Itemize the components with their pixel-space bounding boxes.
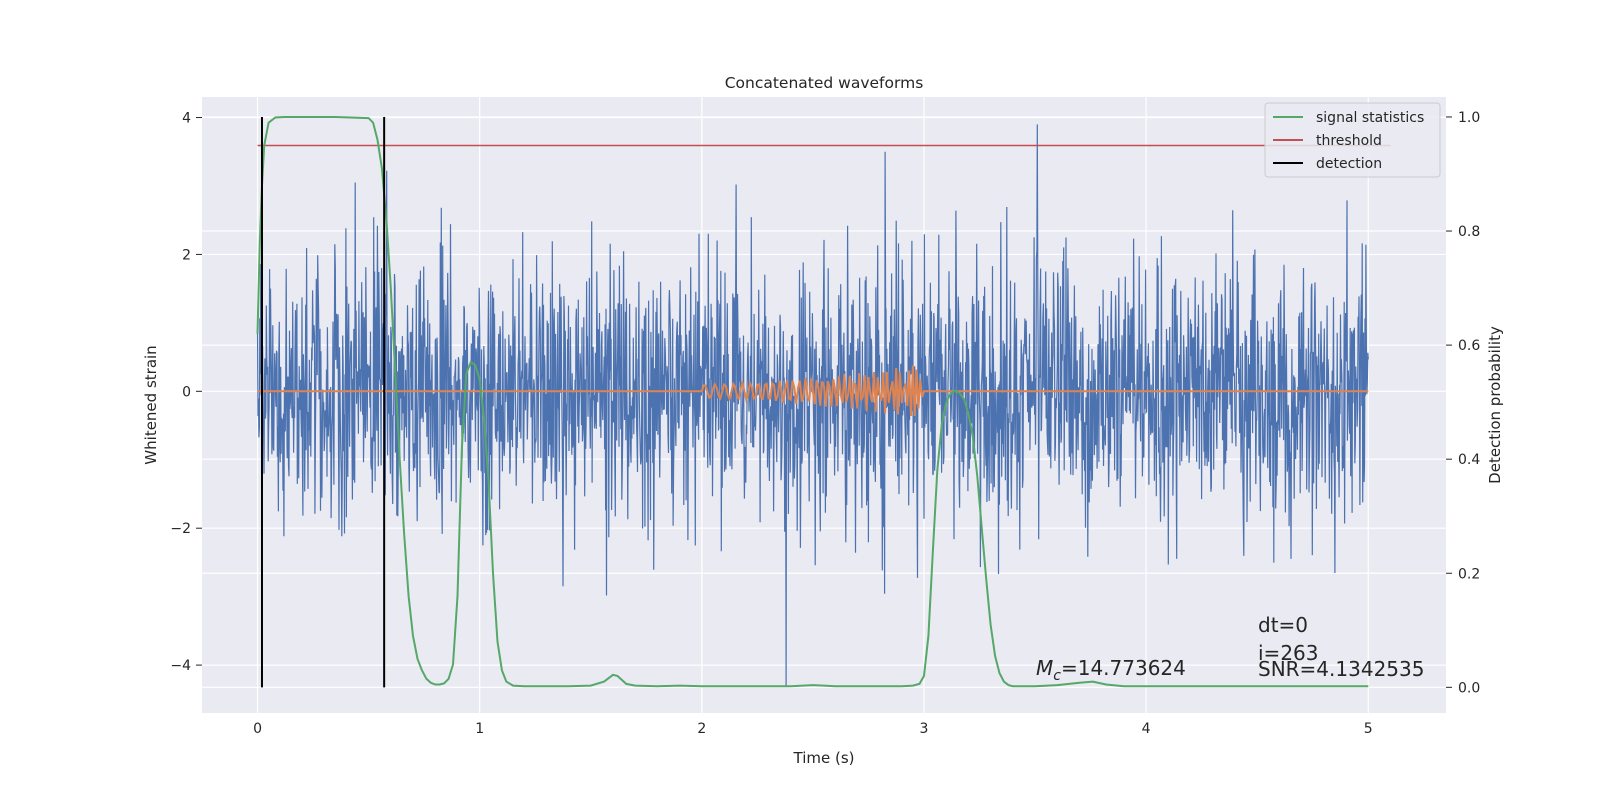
x-tick-label: 4 (1142, 721, 1151, 737)
y2-axis-label: Detection probability (1486, 326, 1504, 484)
strain-series (256, 124, 1369, 686)
y2-tick-label: 1.0 (1458, 110, 1480, 126)
template-waveform-line (257, 365, 1369, 417)
y2-tick-label: 0.2 (1458, 566, 1480, 582)
whitened-strain-line (256, 124, 1369, 686)
dt-annotation: dt=0 (1258, 613, 1308, 637)
y-tick-label: −4 (170, 658, 191, 674)
signal-statistics-line (256, 116, 1369, 688)
index-annotation: i=263 (1258, 641, 1319, 665)
y-tick-label: −2 (170, 521, 191, 537)
chirp-mass-annotation: Mc=14.773624 (1036, 656, 1186, 684)
x-tick-label: 0 (253, 721, 262, 737)
overlay-series (256, 116, 1391, 688)
y-axis-label: Whitened strain (142, 345, 160, 464)
chirp-mass-value: =14.773624 (1061, 656, 1186, 680)
x-tick-label: 5 (1364, 721, 1373, 737)
y2-tick-label: 0.0 (1458, 680, 1480, 696)
y2-tick-label: 0.4 (1458, 452, 1480, 468)
legend-label-detection: detection (1316, 156, 1382, 172)
y2-tick-label: 0.8 (1458, 224, 1480, 240)
x-tick-label: 1 (475, 721, 484, 737)
y2-tick-label: 0.6 (1458, 338, 1480, 354)
x-tick-label: 3 (920, 721, 929, 737)
legend-label-threshold: threshold (1316, 133, 1382, 149)
chirp-mass-symbol: M (1036, 656, 1053, 680)
chirp-mass-subscript: c (1053, 668, 1061, 684)
x-axis-label: Time (s) (793, 749, 855, 767)
axis-ticks: 0 1 2 3 4 5 −4 −2 0 2 4 0.0 0.2 0.4 0.6 0.8 1.0 (170, 110, 1480, 737)
legend: signal statistics threshold detection (1264, 102, 1441, 178)
chart-title: Concatenated waveforms (725, 74, 924, 92)
y-tick-label: 0 (182, 384, 191, 400)
y-tick-label: 2 (182, 247, 191, 263)
legend-label-signal-statistics: signal statistics (1316, 110, 1424, 126)
x-tick-label: 2 (697, 721, 706, 737)
y-tick-label: 4 (182, 111, 191, 127)
snr-annotation: SNR=4.1342535 (1258, 657, 1424, 681)
legend-box (1264, 102, 1441, 178)
